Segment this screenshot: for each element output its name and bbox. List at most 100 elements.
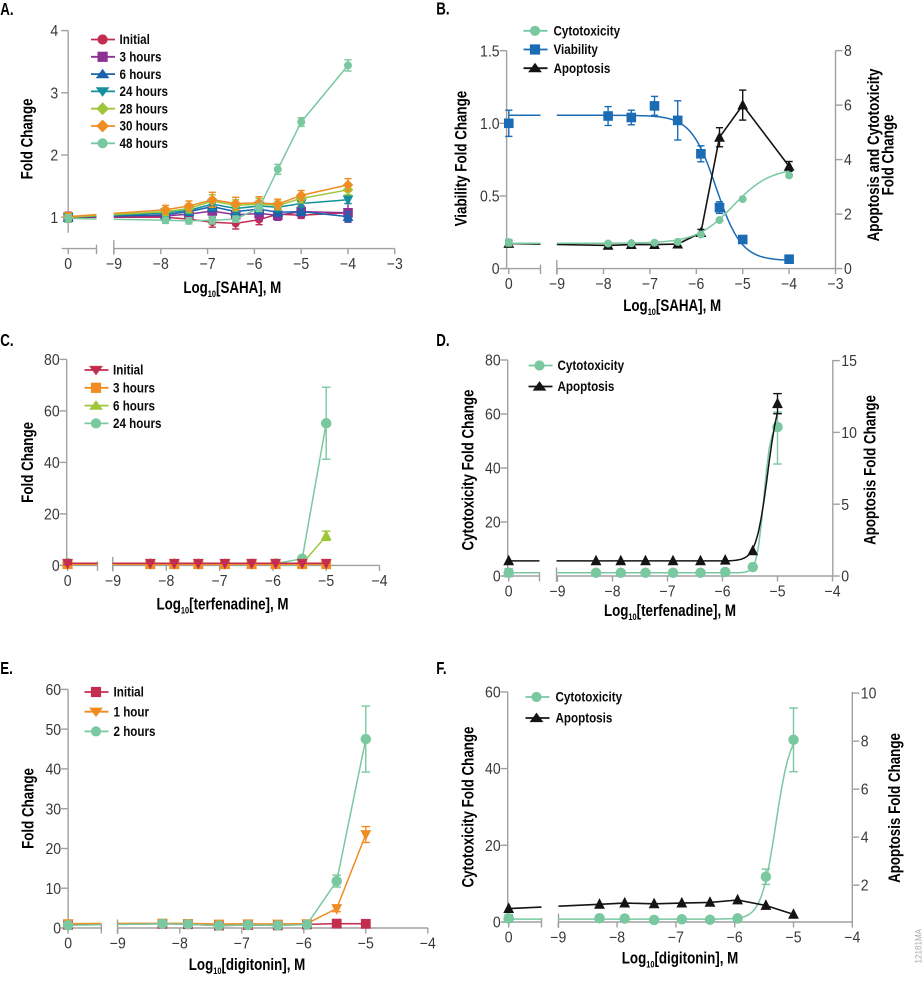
svg-text:4: 4 bbox=[844, 153, 852, 170]
svg-text:−9: −9 bbox=[106, 257, 122, 274]
svg-text:Apoptosis: Apoptosis bbox=[556, 710, 613, 726]
svg-text:5: 5 bbox=[841, 497, 849, 514]
svg-text:−9: −9 bbox=[105, 573, 121, 590]
svg-text:6: 6 bbox=[844, 98, 852, 115]
svg-text:Apoptosis: Apoptosis bbox=[558, 378, 615, 394]
svg-text:0: 0 bbox=[52, 559, 60, 576]
svg-text:30: 30 bbox=[45, 802, 61, 819]
svg-text:Viability Fold Change: Viability Fold Change bbox=[453, 91, 470, 227]
svg-text:0: 0 bbox=[844, 262, 852, 279]
svg-text:Initial: Initial bbox=[114, 684, 144, 700]
svg-text:20: 20 bbox=[45, 842, 61, 859]
svg-text:50: 50 bbox=[45, 722, 61, 739]
svg-text:−8: −8 bbox=[609, 930, 625, 947]
svg-text:D.: D. bbox=[436, 331, 449, 350]
svg-text:−4: −4 bbox=[781, 277, 797, 294]
svg-text:4: 4 bbox=[861, 830, 869, 847]
svg-text:Log10[digitonin], M: Log10[digitonin], M bbox=[622, 950, 738, 969]
svg-text:0: 0 bbox=[64, 573, 72, 590]
svg-text:Initial: Initial bbox=[113, 362, 143, 378]
svg-text:Log10[terfenadine], M: Log10[terfenadine], M bbox=[604, 603, 736, 622]
svg-text:0: 0 bbox=[64, 936, 72, 953]
svg-text:−6: −6 bbox=[714, 584, 730, 601]
svg-text:−5: −5 bbox=[785, 930, 801, 947]
svg-text:10: 10 bbox=[841, 426, 857, 443]
svg-text:−4: −4 bbox=[340, 257, 356, 274]
svg-text:2: 2 bbox=[844, 207, 852, 224]
svg-text:Log10[digitonin], M: Log10[digitonin], M bbox=[189, 957, 305, 976]
svg-text:−9: −9 bbox=[549, 277, 565, 294]
svg-text:8: 8 bbox=[844, 44, 852, 61]
svg-text:−8: −8 bbox=[153, 257, 169, 274]
svg-text:Apoptosis Fold Change: Apoptosis Fold Change bbox=[887, 733, 904, 883]
svg-text:3 hours: 3 hours bbox=[113, 379, 155, 395]
svg-text:6: 6 bbox=[861, 782, 869, 799]
svg-text:60: 60 bbox=[45, 683, 61, 700]
svg-text:−6: −6 bbox=[246, 257, 262, 274]
svg-text:−3: −3 bbox=[387, 257, 403, 274]
svg-text:0: 0 bbox=[505, 277, 513, 294]
svg-text:20: 20 bbox=[485, 838, 501, 855]
svg-text:E.: E. bbox=[0, 659, 13, 678]
svg-text:−8: −8 bbox=[595, 277, 611, 294]
svg-text:C.: C. bbox=[0, 331, 13, 350]
svg-text:−4: −4 bbox=[844, 930, 860, 947]
svg-text:−7: −7 bbox=[234, 936, 250, 953]
svg-text:40: 40 bbox=[485, 461, 501, 478]
svg-text:−6: −6 bbox=[727, 930, 743, 947]
svg-text:−9: −9 bbox=[110, 936, 126, 953]
svg-text:0: 0 bbox=[505, 584, 513, 601]
svg-text:0: 0 bbox=[841, 569, 849, 586]
svg-text:Log10[terfenadine], M: Log10[terfenadine], M bbox=[156, 596, 288, 615]
svg-text:−6: −6 bbox=[296, 936, 312, 953]
svg-text:Fold Change: Fold Change bbox=[20, 768, 37, 849]
svg-text:30 hours: 30 hours bbox=[120, 118, 168, 134]
svg-text:Initial: Initial bbox=[120, 31, 150, 47]
svg-text:0: 0 bbox=[53, 921, 61, 938]
svg-text:−5: −5 bbox=[735, 277, 751, 294]
svg-text:1: 1 bbox=[50, 210, 58, 227]
svg-text:40: 40 bbox=[485, 762, 501, 779]
svg-text:3 hours: 3 hours bbox=[120, 48, 162, 64]
svg-text:15: 15 bbox=[841, 354, 857, 371]
svg-text:0: 0 bbox=[64, 257, 72, 274]
svg-text:40: 40 bbox=[45, 762, 61, 779]
svg-text:40: 40 bbox=[44, 456, 60, 473]
svg-text:−7: −7 bbox=[200, 257, 216, 274]
svg-text:Fold Change: Fold Change bbox=[19, 98, 36, 179]
svg-text:−5: −5 bbox=[293, 257, 309, 274]
svg-text:3: 3 bbox=[50, 86, 58, 103]
svg-text:48 hours: 48 hours bbox=[120, 135, 168, 151]
svg-text:F.: F. bbox=[436, 659, 446, 678]
svg-text:−7: −7 bbox=[668, 930, 684, 947]
svg-text:−9: −9 bbox=[550, 930, 566, 947]
svg-text:6 hours: 6 hours bbox=[113, 397, 155, 413]
svg-text:0: 0 bbox=[505, 930, 513, 947]
svg-text:10: 10 bbox=[45, 881, 61, 898]
svg-text:Apoptosis: Apoptosis bbox=[554, 60, 611, 76]
svg-text:80: 80 bbox=[485, 353, 501, 370]
svg-text:2: 2 bbox=[861, 878, 869, 895]
svg-text:−5: −5 bbox=[769, 584, 785, 601]
svg-text:Apoptosis Fold Change: Apoptosis Fold Change bbox=[862, 395, 879, 545]
svg-text:−8: −8 bbox=[158, 573, 174, 590]
svg-text:0: 0 bbox=[493, 569, 501, 586]
svg-text:1.5: 1.5 bbox=[480, 44, 500, 61]
svg-text:B.: B. bbox=[436, 0, 449, 19]
svg-text:Log10[SAHA], M: Log10[SAHA], M bbox=[183, 280, 281, 299]
svg-text:−4: −4 bbox=[371, 573, 387, 590]
svg-text:60: 60 bbox=[485, 685, 501, 702]
svg-text:Cytotoxicity Fold Change: Cytotoxicity Fold Change bbox=[460, 390, 477, 551]
svg-text:28 hours: 28 hours bbox=[120, 100, 168, 116]
svg-text:Fold Change: Fold Change bbox=[880, 115, 897, 196]
svg-text:0.5: 0.5 bbox=[480, 189, 500, 206]
svg-text:−9: −9 bbox=[549, 584, 565, 601]
svg-text:−3: −3 bbox=[827, 277, 843, 294]
svg-text:−5: −5 bbox=[318, 573, 334, 590]
svg-text:1.0: 1.0 bbox=[480, 116, 500, 133]
svg-text:10: 10 bbox=[861, 686, 877, 703]
svg-text:Cytotoxicity: Cytotoxicity bbox=[554, 22, 621, 38]
svg-text:0: 0 bbox=[493, 915, 501, 932]
svg-text:6 hours: 6 hours bbox=[120, 66, 162, 82]
svg-text:12181MA: 12181MA bbox=[913, 929, 924, 964]
